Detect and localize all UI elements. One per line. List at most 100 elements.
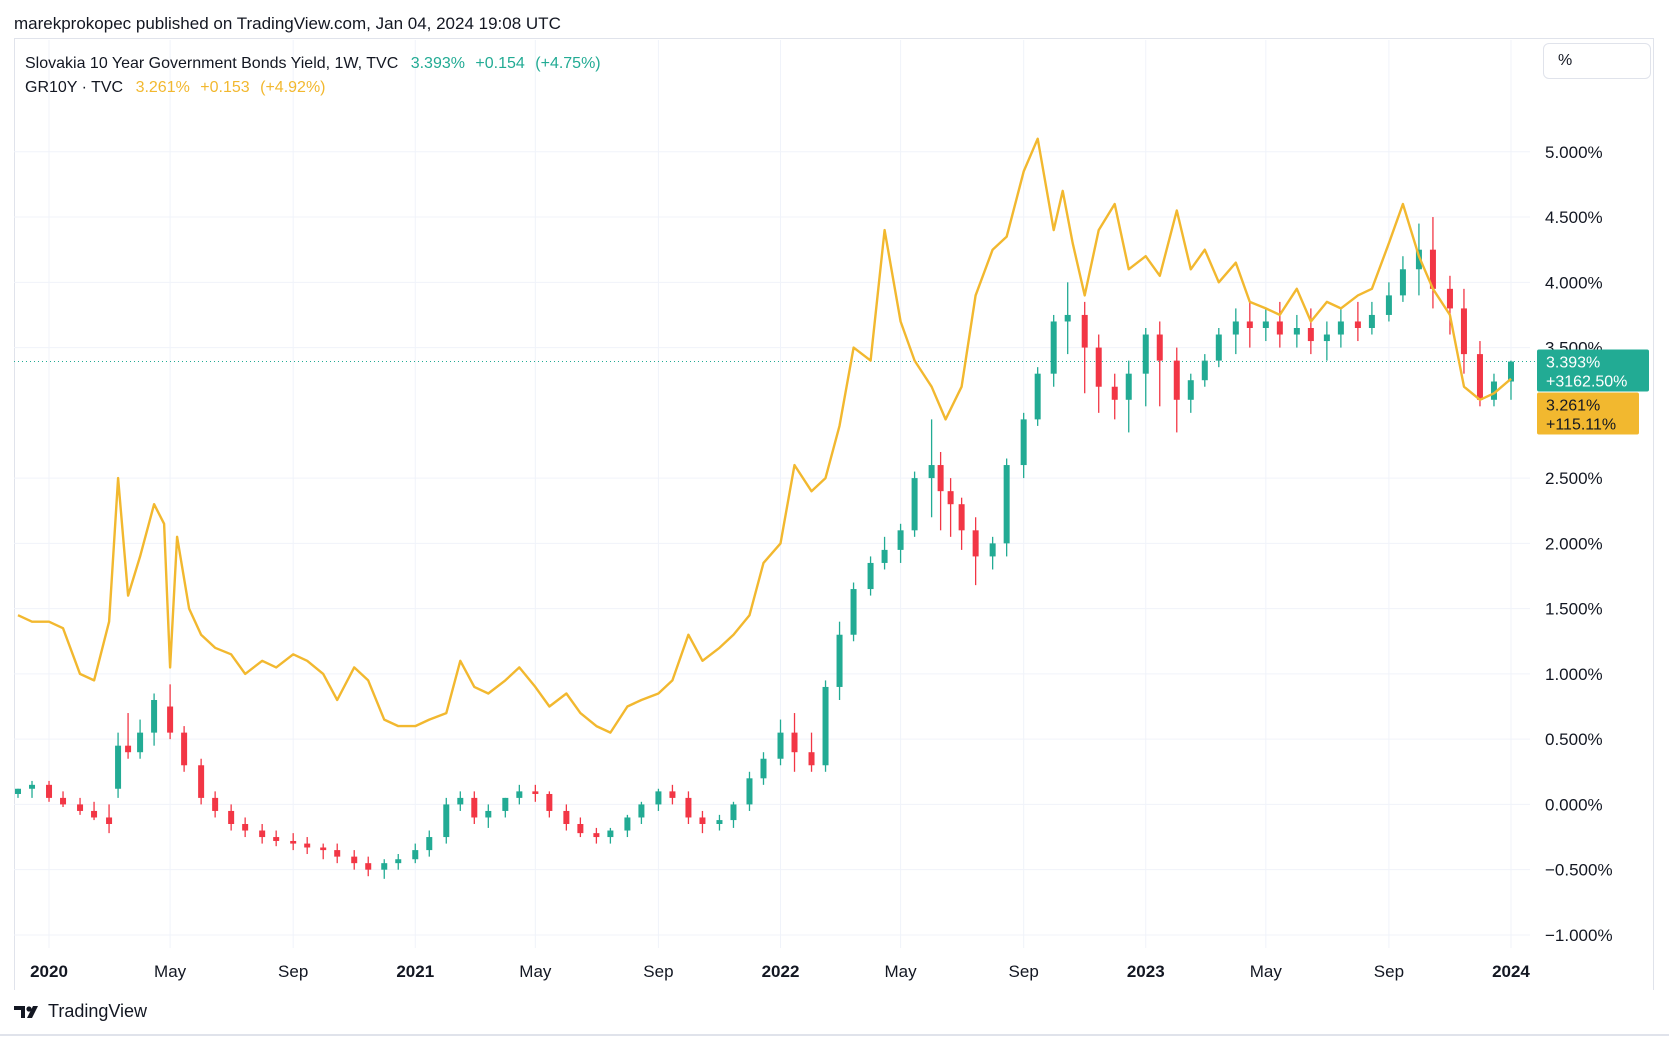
candle-body[interactable] xyxy=(15,788,22,794)
candle-body[interactable] xyxy=(1276,321,1283,335)
candle-body[interactable] xyxy=(426,837,433,851)
candle-body[interactable] xyxy=(242,824,249,831)
candle-body[interactable] xyxy=(716,820,723,824)
candle-body[interactable] xyxy=(395,859,402,864)
candle-body[interactable] xyxy=(106,817,113,824)
candle-body[interactable] xyxy=(412,850,419,860)
candle-body[interactable] xyxy=(699,817,706,824)
candle-body[interactable] xyxy=(777,732,784,759)
candle-body[interactable] xyxy=(546,793,553,811)
candle-body[interactable] xyxy=(1415,249,1422,270)
candle-body[interactable] xyxy=(60,797,67,805)
candle-body[interactable] xyxy=(228,810,235,824)
candle-body[interactable] xyxy=(836,634,843,687)
candle-body[interactable] xyxy=(685,797,692,818)
candle-body[interactable] xyxy=(1262,321,1269,328)
candle-body[interactable] xyxy=(730,804,737,821)
candle-body[interactable] xyxy=(1446,288,1453,309)
candle-body[interactable] xyxy=(151,700,158,733)
candle-body[interactable] xyxy=(457,797,464,805)
candle-body[interactable] xyxy=(958,504,965,531)
candle-body[interactable] xyxy=(115,745,122,789)
candle-body[interactable] xyxy=(125,745,132,753)
candle-body[interactable] xyxy=(746,778,753,805)
candle-body[interactable] xyxy=(1337,321,1344,335)
gr10y-line[interactable] xyxy=(17,137,1512,734)
candle-body[interactable] xyxy=(1142,334,1149,374)
legend-row-gr10y[interactable]: GR10Y · TVC 3.261% +0.153 (+4.92%) xyxy=(25,76,607,100)
candle-body[interactable] xyxy=(1215,334,1222,361)
candle-body[interactable] xyxy=(137,732,144,753)
candle-body[interactable] xyxy=(443,804,450,838)
candle-body[interactable] xyxy=(471,797,478,818)
candle-body[interactable] xyxy=(273,837,280,841)
candle-body[interactable] xyxy=(1156,334,1163,361)
candle-body[interactable] xyxy=(304,843,311,848)
candle-body[interactable] xyxy=(91,810,98,818)
candle-body[interactable] xyxy=(167,706,174,733)
candle-body[interactable] xyxy=(655,791,662,805)
candle-body[interactable] xyxy=(989,543,996,557)
candle-body[interactable] xyxy=(212,797,219,811)
candle-body[interactable] xyxy=(29,784,36,789)
candle-body[interactable] xyxy=(760,758,767,779)
candle-body[interactable] xyxy=(563,810,570,824)
candle-body[interactable] xyxy=(928,465,935,479)
footer-brand[interactable]: TradingView xyxy=(48,1001,148,1021)
candle-body[interactable] xyxy=(365,863,372,870)
candle-body[interactable] xyxy=(1003,465,1010,544)
candle-body[interactable] xyxy=(259,830,266,838)
candle-body[interactable] xyxy=(516,791,523,798)
legend-row-slovakia[interactable]: Slovakia 10 Year Government Bonds Yield,… xyxy=(25,52,607,76)
tradingview-logo-icon[interactable] xyxy=(14,1004,42,1020)
candle-body[interactable] xyxy=(351,856,358,864)
candle-body[interactable] xyxy=(1507,361,1514,382)
candle-body[interactable] xyxy=(607,830,614,838)
candle-body[interactable] xyxy=(808,752,815,766)
candle-body[interactable] xyxy=(1232,321,1239,335)
candle-body[interactable] xyxy=(381,863,388,870)
candle-body[interactable] xyxy=(1246,321,1253,328)
candle-body[interactable] xyxy=(1173,360,1180,400)
candle-body[interactable] xyxy=(1399,269,1406,296)
candle-body[interactable] xyxy=(822,686,829,766)
candle-body[interactable] xyxy=(334,850,341,857)
candle-body[interactable] xyxy=(77,804,84,811)
candle-body[interactable] xyxy=(1354,321,1361,328)
candle-body[interactable] xyxy=(577,824,584,834)
candle-body[interactable] xyxy=(1385,295,1392,315)
candle-body[interactable] xyxy=(532,791,539,794)
candle-body[interactable] xyxy=(1490,381,1497,400)
candle-body[interactable] xyxy=(1111,386,1118,400)
candle-body[interactable] xyxy=(1307,328,1314,342)
candle-body[interactable] xyxy=(897,530,904,550)
candle-body[interactable] xyxy=(947,491,954,505)
candle-body[interactable] xyxy=(1429,249,1436,289)
candle-body[interactable] xyxy=(1476,354,1483,400)
candle-body[interactable] xyxy=(1020,419,1027,466)
unit-selector[interactable]: % xyxy=(1543,43,1651,79)
candle-body[interactable] xyxy=(638,804,645,818)
candle-body[interactable] xyxy=(937,465,944,492)
candle-body[interactable] xyxy=(850,589,857,635)
candle-body[interactable] xyxy=(290,840,297,844)
candle-body[interactable] xyxy=(1064,314,1071,322)
candle-body[interactable] xyxy=(1187,380,1194,400)
candle-body[interactable] xyxy=(593,833,600,838)
candle-body[interactable] xyxy=(1201,360,1208,381)
candle-body[interactable] xyxy=(911,478,918,531)
candle-body[interactable] xyxy=(791,732,798,753)
candle-body[interactable] xyxy=(46,784,53,798)
candle-body[interactable] xyxy=(1293,328,1300,335)
candle-body[interactable] xyxy=(1368,314,1375,328)
candle-body[interactable] xyxy=(972,530,979,557)
candle-body[interactable] xyxy=(881,549,888,563)
candle-body[interactable] xyxy=(485,810,492,818)
candle-body[interactable] xyxy=(502,797,509,811)
candle-body[interactable] xyxy=(1323,334,1330,342)
candle-body[interactable] xyxy=(867,562,874,590)
candle-body[interactable] xyxy=(1125,373,1132,400)
candle-body[interactable] xyxy=(1050,321,1057,374)
candle-body[interactable] xyxy=(1081,314,1088,348)
